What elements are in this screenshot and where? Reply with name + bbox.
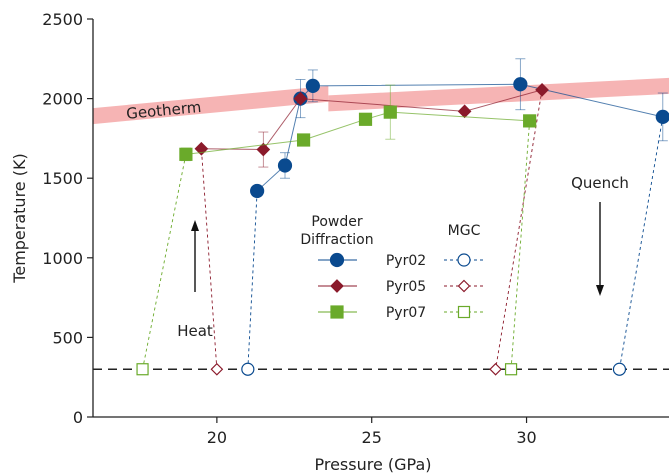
pyr02-legend-label: Pyr02 [386, 253, 426, 269]
x-tick-label: 25 [362, 428, 382, 447]
legend-diffraction-header: Diffraction [300, 232, 373, 248]
heat-label: Heat [177, 322, 213, 340]
quench-label: Quench [571, 174, 629, 192]
pyr07-quench-link [510, 120, 531, 370]
pyr05-legend-mgc-marker [457, 279, 471, 293]
pyr02-powder-point [305, 78, 320, 93]
pyr02-powder-point [277, 158, 293, 173]
pyr02-powder-point [513, 77, 528, 92]
pyr02-quench-link [619, 116, 664, 370]
pyr07-mgc-point [504, 363, 518, 376]
pyr02-mgc-point [241, 362, 255, 376]
y-tick-label: 0 [73, 408, 83, 427]
pyr02-powder-point [655, 109, 669, 125]
y-tick-label: 1000 [42, 249, 83, 268]
pyr07-powder-point [358, 112, 373, 126]
pyr07-powder-point [296, 133, 311, 147]
pyr05-powder-point [256, 142, 271, 157]
y-tick-label: 1500 [42, 169, 83, 188]
y-tick-label: 2000 [42, 90, 83, 109]
pyr07-legend-marker [330, 305, 344, 319]
x-axis-label: Pressure (GPa) [314, 455, 431, 474]
x-tick-label: 20 [207, 428, 227, 447]
pyr05-heat-link [200, 148, 218, 370]
geotherm-label: Geotherm [125, 98, 202, 123]
y-tick-label: 2500 [42, 10, 83, 29]
heat-arrowhead [191, 220, 199, 231]
legend: Powder Diffraction MGC Pyr02 Pyr05 Pyr07 [300, 214, 484, 321]
y-tick-label: 500 [52, 328, 83, 347]
geotherm-band-2 [328, 77, 669, 112]
pyr02-legend-marker [329, 252, 345, 268]
pyr05-quench-link [495, 89, 543, 370]
pyr07-heat-link [142, 154, 187, 370]
quench-arrowhead [596, 285, 604, 296]
pyr07-legend-label: Pyr07 [386, 305, 426, 321]
pyr05-legend-marker [330, 279, 344, 293]
plot-area: Geotherm Heat Quench [93, 58, 669, 376]
axes: 0 500 1000 1500 2000 2500 20 25 30 Pressure (GPa)… [10, 10, 669, 474]
geotherm-band-1 [93, 85, 329, 125]
pyr07-legend-mgc-marker [457, 305, 471, 319]
pyr05-legend-label: Pyr05 [386, 279, 426, 295]
pyr07-powder-point [523, 114, 537, 128]
pyr02-mgc-point [612, 362, 627, 376]
pyr07-mgc-point [136, 363, 149, 376]
pyr02-legend-mgc-marker [457, 253, 471, 267]
pyr07-line [185, 111, 530, 155]
y-axis-label: Temperature (K) [10, 153, 29, 283]
pyr05-mgc-point [210, 362, 224, 376]
pyr07-powder-point [179, 147, 193, 161]
pyr05-powder-point [535, 82, 549, 97]
pyr05-mgc-point [489, 362, 502, 376]
legend-mgc-header: MGC [448, 223, 481, 239]
x-tick-label: 30 [516, 428, 536, 447]
pyr05-powder-point [293, 91, 308, 106]
pyr05-powder-point [457, 104, 472, 119]
pyr07-powder-point [383, 105, 397, 119]
legend-powder-header: Powder [311, 214, 362, 230]
pyr02-powder-point [250, 183, 265, 199]
pyr02-heat-link [247, 190, 258, 370]
